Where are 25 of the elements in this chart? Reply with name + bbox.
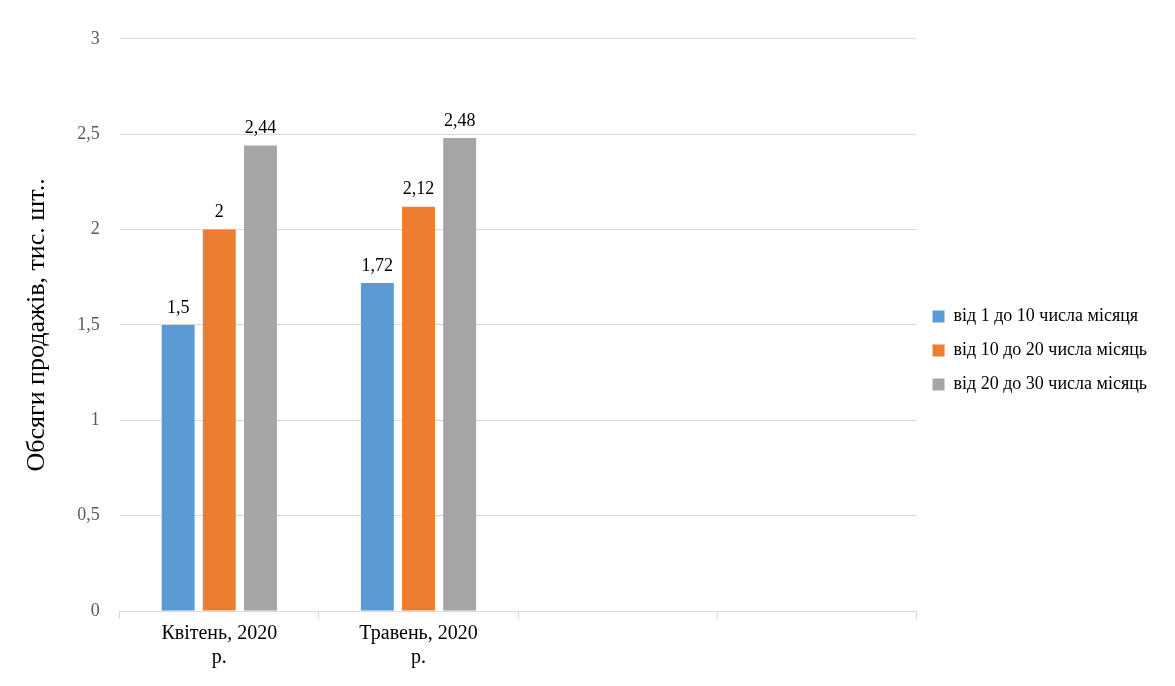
y-tick-label: 2 bbox=[90, 218, 100, 239]
bar bbox=[161, 324, 195, 611]
data-label: 2,12 bbox=[402, 178, 435, 199]
x-tick-label: Травень, 2020 р. bbox=[359, 621, 478, 669]
y-tick-label: 0 bbox=[90, 599, 100, 620]
bar bbox=[244, 145, 277, 611]
bar bbox=[402, 206, 435, 611]
bar bbox=[443, 137, 477, 611]
data-label: 2,44 bbox=[244, 117, 277, 138]
bar bbox=[360, 282, 394, 611]
y-tick-label: 1,5 bbox=[77, 313, 100, 334]
data-label: 2,48 bbox=[443, 109, 476, 130]
y-tick-label: 0,5 bbox=[77, 504, 100, 525]
data-label: 1,72 bbox=[361, 254, 394, 275]
legend-label: від 10 до 20 числа місяць bbox=[953, 339, 1147, 360]
data-label: 1,5 bbox=[166, 296, 190, 317]
x-tick-label: Квітень, 2020 р. bbox=[161, 621, 278, 669]
y-tick-label: 3 bbox=[90, 27, 100, 48]
y-tick-label: 2,5 bbox=[77, 122, 100, 143]
bar bbox=[202, 229, 236, 611]
legend-label: від 20 до 30 числа місяць bbox=[953, 373, 1147, 394]
data-label: 2 bbox=[214, 201, 224, 222]
y-axis-title: Обсяги продажів, тис. шт.. bbox=[21, 178, 51, 472]
legend-label: від 1 до 10 числа місяця bbox=[953, 305, 1139, 326]
y-tick-label: 1 bbox=[90, 409, 100, 429]
